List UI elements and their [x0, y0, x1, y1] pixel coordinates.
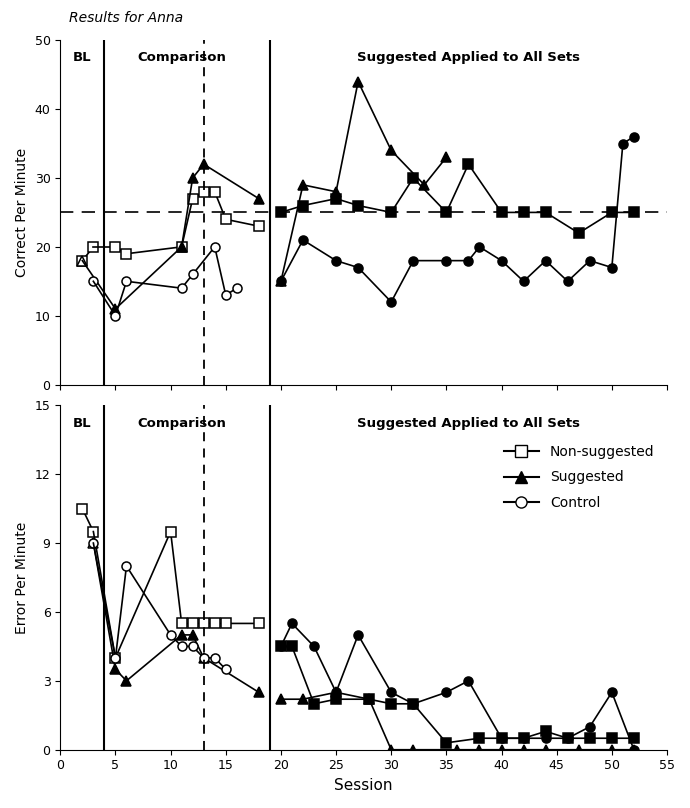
- Text: BL: BL: [73, 51, 92, 64]
- Legend: Non-suggested, Suggested, Control: Non-suggested, Suggested, Control: [498, 440, 660, 516]
- Text: Suggested Applied to All Sets: Suggested Applied to All Sets: [357, 417, 580, 430]
- Y-axis label: Error Per Minute: Error Per Minute: [15, 521, 29, 633]
- Text: Suggested Applied to All Sets: Suggested Applied to All Sets: [357, 51, 580, 64]
- X-axis label: Session: Session: [335, 778, 393, 793]
- Text: BL: BL: [73, 417, 92, 430]
- Y-axis label: Correct Per Minute: Correct Per Minute: [15, 148, 29, 277]
- Text: Comparison: Comparison: [137, 51, 226, 64]
- Text: Comparison: Comparison: [137, 417, 226, 430]
- Text: Results for Anna: Results for Anna: [69, 11, 183, 24]
